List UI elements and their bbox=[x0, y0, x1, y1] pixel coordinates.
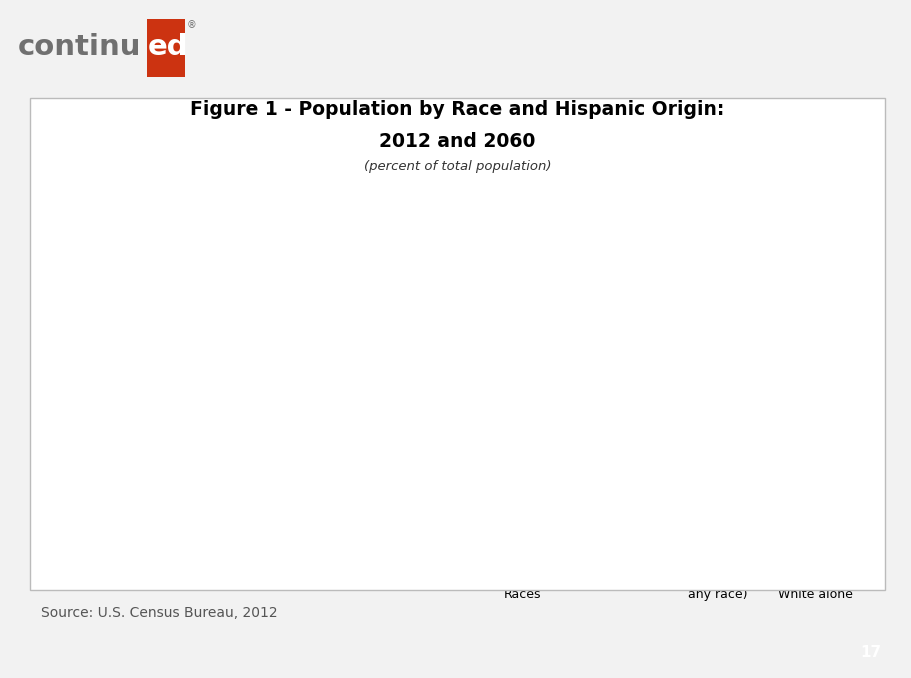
Bar bbox=[523, 540, 557, 563]
Text: (percent of total population): (percent of total population) bbox=[363, 160, 551, 173]
Bar bbox=[425, 561, 459, 563]
Text: 78: 78 bbox=[596, 271, 610, 284]
Bar bbox=[816, 410, 850, 563]
Text: 6.4: 6.4 bbox=[530, 525, 549, 538]
Text: 15: 15 bbox=[337, 494, 352, 507]
Text: ®: ® bbox=[187, 20, 197, 30]
Text: 17: 17 bbox=[860, 645, 881, 660]
Text: 2.4: 2.4 bbox=[496, 539, 515, 552]
Bar bbox=[391, 562, 425, 563]
Bar bbox=[488, 554, 523, 563]
Text: 2012 and 2060: 2012 and 2060 bbox=[379, 132, 536, 151]
Text: 31: 31 bbox=[728, 437, 742, 450]
Bar bbox=[620, 319, 655, 563]
Bar bbox=[147, 19, 185, 77]
Bar bbox=[586, 287, 620, 563]
Text: ed: ed bbox=[148, 33, 189, 62]
Legend: 2012, 2060: 2012, 2060 bbox=[408, 106, 539, 131]
Text: 5.1: 5.1 bbox=[203, 530, 221, 542]
Bar bbox=[292, 517, 327, 563]
Bar bbox=[327, 510, 362, 563]
Bar bbox=[131, 557, 166, 563]
Text: 1.5: 1.5 bbox=[139, 542, 158, 555]
Text: 13: 13 bbox=[302, 501, 317, 514]
Text: 43: 43 bbox=[825, 395, 841, 408]
Text: 63: 63 bbox=[792, 324, 806, 337]
Bar bbox=[97, 559, 131, 563]
Text: continu: continu bbox=[18, 33, 142, 62]
Text: 1.2: 1.2 bbox=[105, 543, 124, 556]
Bar bbox=[718, 453, 752, 563]
Text: 0.2: 0.2 bbox=[398, 546, 417, 559]
Bar bbox=[782, 340, 816, 563]
Text: Figure 1 - Population by Race and Hispanic Origin:: Figure 1 - Population by Race and Hispan… bbox=[190, 100, 724, 119]
Bar bbox=[684, 502, 718, 563]
Text: 0.3: 0.3 bbox=[433, 546, 451, 559]
Text: 8.2: 8.2 bbox=[237, 518, 256, 532]
Text: 69: 69 bbox=[630, 303, 645, 316]
Bar bbox=[195, 544, 230, 563]
Bar bbox=[230, 534, 263, 563]
Text: Source: U.S. Census Bureau, 2012: Source: U.S. Census Bureau, 2012 bbox=[41, 606, 278, 620]
Text: 17: 17 bbox=[693, 487, 709, 500]
